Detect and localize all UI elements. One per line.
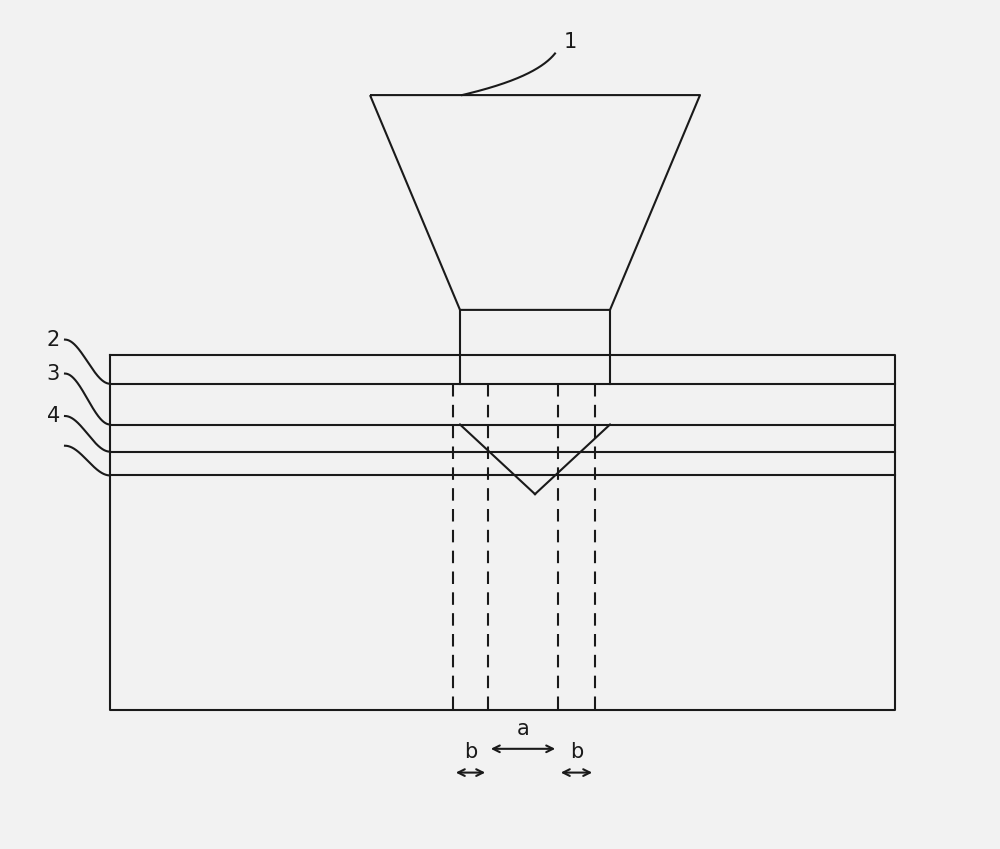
- Text: 1: 1: [563, 32, 577, 53]
- Text: 3: 3: [47, 363, 60, 384]
- Text: 4: 4: [47, 406, 60, 426]
- Text: 2: 2: [47, 329, 60, 350]
- Text: b: b: [570, 741, 583, 762]
- Text: a: a: [517, 718, 529, 739]
- Text: b: b: [464, 741, 477, 762]
